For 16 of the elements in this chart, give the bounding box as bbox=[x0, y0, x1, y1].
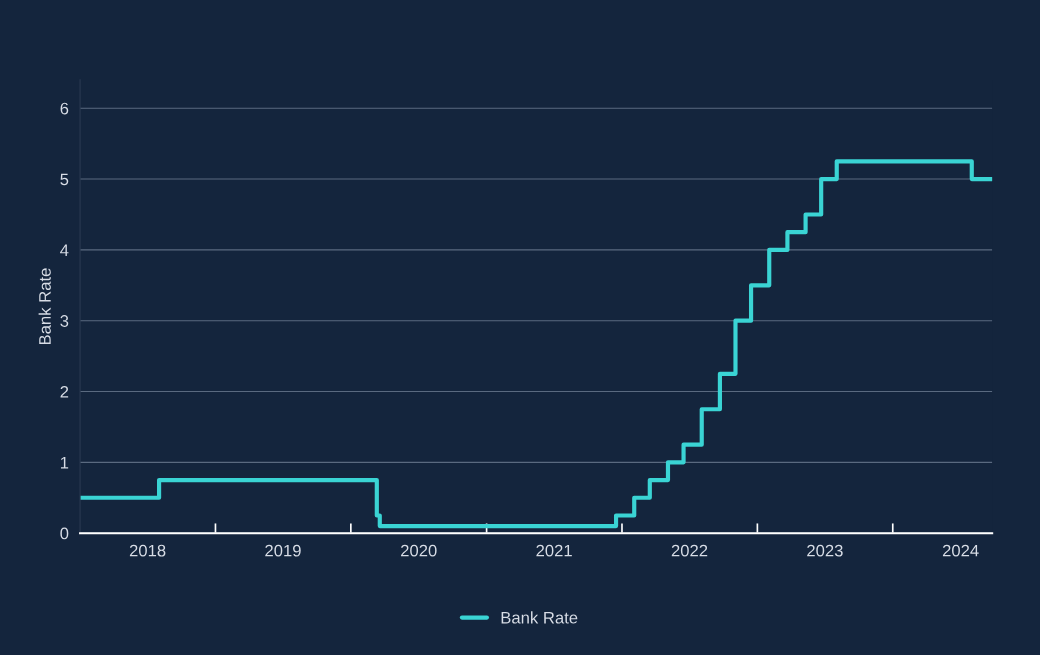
y-tick-label: 1 bbox=[60, 456, 69, 469]
x-tick-label: 2020 bbox=[401, 544, 437, 557]
y-axis-title: Bank Rate bbox=[38, 268, 51, 345]
x-tick-label: 2021 bbox=[536, 544, 572, 557]
y-tick-label: 6 bbox=[60, 102, 69, 115]
y-tick-label: 5 bbox=[60, 173, 69, 186]
legend-label: Bank Rate bbox=[501, 611, 578, 624]
y-tick-label: 2 bbox=[60, 385, 69, 398]
y-tick-label: 4 bbox=[60, 244, 69, 256]
x-tick-label: 2018 bbox=[129, 544, 166, 557]
x-tick-label: 2023 bbox=[807, 544, 843, 557]
x-tick-label: 2019 bbox=[265, 544, 301, 557]
y-tick-label: 0 bbox=[60, 527, 69, 540]
x-tick-label: 2024 bbox=[942, 544, 979, 557]
x-tick-label: 2022 bbox=[671, 544, 708, 557]
y-tick-label: 3 bbox=[60, 315, 69, 327]
